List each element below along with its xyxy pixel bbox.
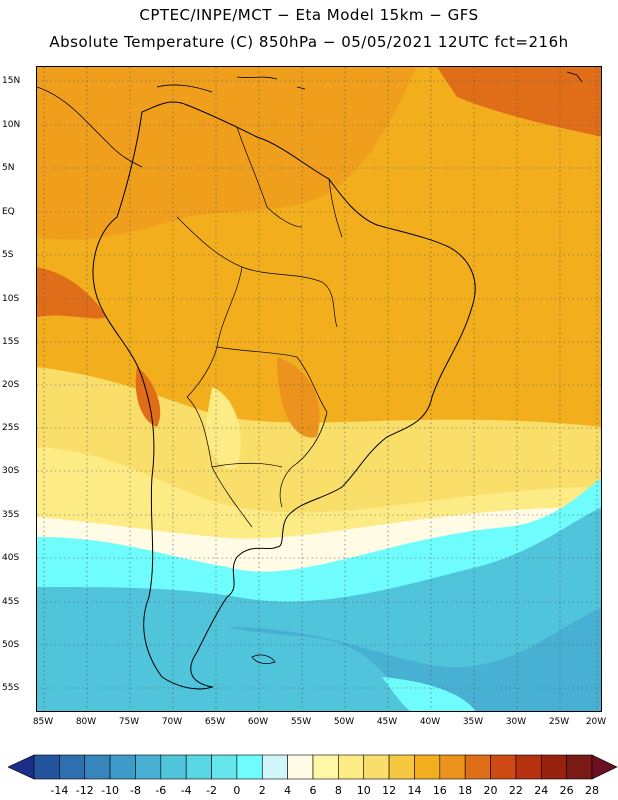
lat-label-10n: 10N — [2, 120, 21, 130]
falkland-islands — [251, 654, 276, 664]
colorbar-label: 18 — [458, 784, 473, 797]
lon-label-40w: 40W — [419, 717, 441, 727]
colorbar-cell — [566, 754, 593, 780]
colorbar-cell — [414, 754, 441, 780]
colorbar-cell — [59, 754, 86, 780]
map-title-line1: CPTEC/INPE/MCT − Eta Model 15km − GFS — [139, 6, 479, 24]
lon-label-50w: 50W — [333, 717, 355, 727]
colorbar-cell — [363, 754, 390, 780]
lat-label-20s: 20S — [2, 380, 20, 390]
colorbar-label: 24 — [534, 784, 549, 797]
map-title-line2: Absolute Temperature (C) 850hPa − 05/05/… — [49, 33, 569, 51]
lat-label-25s: 25S — [2, 423, 20, 433]
colorbar-label: 22 — [508, 784, 523, 797]
lon-label-70w: 70W — [161, 717, 183, 727]
temperature-field-cold-ocean-tongue — [382, 677, 476, 711]
colorbar-cell — [236, 754, 263, 780]
colorbar-cell — [33, 754, 60, 780]
lat-label-55s: 55S — [2, 683, 20, 693]
lon-label-30w: 30W — [505, 717, 527, 727]
colorbar-cell — [388, 754, 415, 780]
lat-label-40s: 40S — [2, 553, 20, 563]
colorbar-label: 16 — [432, 784, 447, 797]
colorbar-label: 0 — [233, 784, 241, 797]
colorbar-cell — [160, 754, 187, 780]
colorbar-cell — [490, 754, 517, 780]
colorbar-label: 28 — [585, 784, 599, 797]
lat-label-45s: 45S — [2, 597, 20, 607]
lon-label-35w: 35W — [462, 717, 484, 727]
country-borders — [176, 126, 343, 528]
colorbar-label: 10 — [356, 784, 371, 797]
colorbar-cell — [109, 754, 136, 780]
lat-label-35s: 35S — [2, 510, 20, 520]
lon-label-45w: 45W — [376, 717, 398, 727]
colorbar-label: 8 — [334, 784, 342, 797]
colorbar-cell — [515, 754, 542, 780]
colorbar-cell — [464, 754, 491, 780]
lon-label-80w: 80W — [75, 717, 97, 727]
colorbar-cell — [185, 754, 212, 780]
colorbar-cell — [135, 754, 162, 780]
colorbar-label: -2 — [206, 784, 218, 797]
lat-label-5s: 5S — [2, 250, 14, 260]
colorbar-cell — [312, 754, 339, 780]
lon-label-65w: 65W — [204, 717, 226, 727]
colorbar-label: 6 — [309, 784, 317, 797]
colorbar-cell — [261, 754, 288, 780]
lat-label-10s: 10S — [2, 294, 20, 304]
lat-label-30s: 30S — [2, 466, 20, 476]
colorbar-label: -12 — [75, 784, 94, 797]
colorbar-cell — [8, 754, 35, 780]
colorbar-label: -14 — [50, 784, 69, 797]
lon-label-85w: 85W — [32, 717, 54, 727]
lat-label-eq: EQ — [2, 207, 15, 217]
colorbar-label: 20 — [483, 784, 498, 797]
temperature-field-neg4 — [227, 607, 601, 711]
colorbar-cell — [591, 754, 618, 780]
temperature-field-20-chaco — [277, 357, 320, 438]
colorbar-label: 26 — [559, 784, 574, 797]
colorbar-cell — [287, 754, 314, 780]
colorbar-label: -6 — [155, 784, 167, 797]
lon-label-25w: 25W — [548, 717, 570, 727]
lon-label-60w: 60W — [247, 717, 269, 727]
colorbar-label: -4 — [180, 784, 192, 797]
colorbar-label: 14 — [407, 784, 422, 797]
colorbar-label: 2 — [258, 784, 266, 797]
colorbar-label: -10 — [101, 784, 120, 797]
colorbar — [8, 754, 618, 780]
lat-label-15n: 15N — [2, 76, 21, 86]
temperature-field-neg2 — [37, 507, 601, 711]
central-america-coastline — [37, 86, 143, 168]
colorbar-cell — [439, 754, 466, 780]
colorbar-cell — [540, 754, 567, 780]
colorbar-label: -8 — [129, 784, 141, 797]
colorbar-cell — [84, 754, 111, 780]
temperature-field-12-plateau — [206, 387, 241, 469]
temperature-field-20-north — [37, 67, 417, 240]
temperature-field-22-north — [437, 67, 601, 137]
lat-label-5n: 5N — [2, 163, 15, 173]
lon-label-75w: 75W — [118, 717, 140, 727]
colorbar-label: 4 — [284, 784, 292, 797]
colorbar-cell — [338, 754, 365, 780]
temperature-map — [36, 66, 602, 712]
temperature-field-22-pacific — [37, 267, 107, 319]
south-america-coastline — [92, 101, 476, 690]
lon-label-20w: 20W — [585, 717, 607, 727]
caribbean-islands — [156, 71, 583, 93]
lat-label-50s: 50S — [2, 640, 20, 650]
lon-label-55w: 55W — [290, 717, 312, 727]
colorbar-label: 12 — [382, 784, 397, 797]
colorbar-cell — [211, 754, 238, 780]
lat-label-15s: 15S — [2, 337, 20, 347]
